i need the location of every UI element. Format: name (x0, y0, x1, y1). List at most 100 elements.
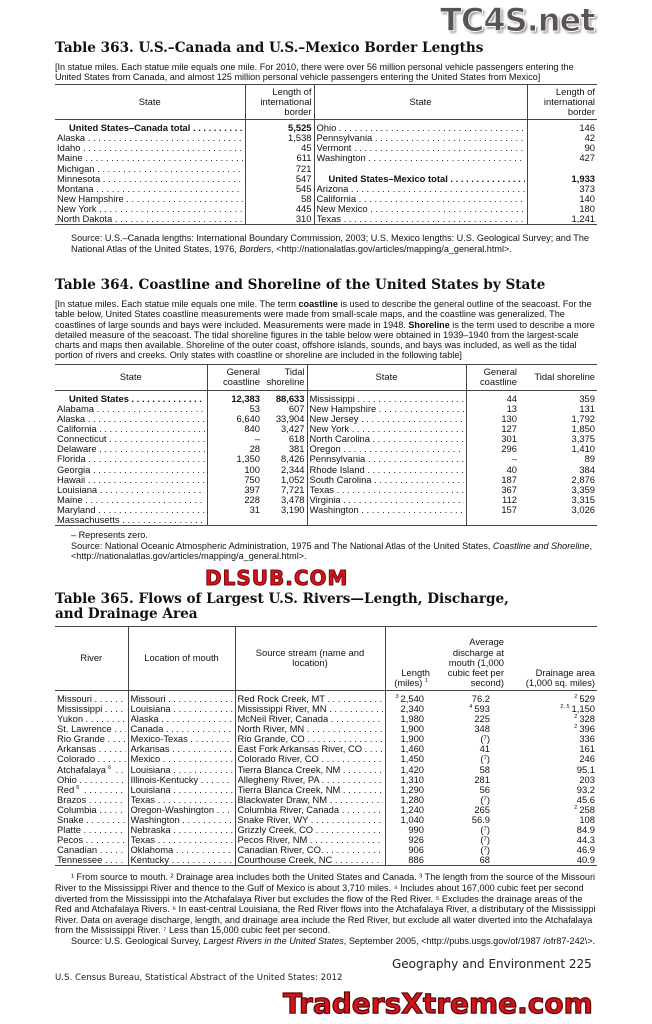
discharge-cell: 225 (432, 714, 506, 724)
length-cell-value: 1,450 (400, 753, 424, 765)
drainage-cell-value: 328 (579, 713, 595, 725)
footnote-ref: 3 (395, 693, 399, 700)
source-stream-cell-label: McNeil River, Canada (238, 714, 383, 724)
tidal-shoreline-cell: 3,026 (571, 503, 595, 515)
discharge-cell-value: (⁷) (480, 844, 490, 856)
length-cell-value: 1,290 (400, 783, 424, 795)
table-row: Ohio Illinois-Kentucky Allegheny River, PA… (55, 773, 597, 785)
table-row: Delaware28 381 Oregon296 1,410 (55, 444, 597, 455)
general-coastline-cell: 6,640 (206, 413, 262, 425)
border-length-cell: 140 (526, 193, 597, 204)
state-cell: New York (55, 204, 245, 214)
border-length-cell: 45 (244, 143, 314, 154)
state-cell-label: Mississippi (310, 394, 464, 404)
state-cell-label: South Carolina (310, 475, 464, 485)
discharge-cell-value: 593 (474, 702, 490, 714)
tidal-shoreline-cell: 359 (579, 392, 595, 404)
source-stream-cell: North River, MN (234, 724, 385, 735)
source-stream-cell-label: Tierra Blanca Creek, NM (238, 765, 383, 775)
state-cell: Hawaii (55, 475, 207, 485)
river-name: Arkansas (57, 744, 126, 754)
location-cell: Mexico (127, 754, 235, 765)
drainage-cell-value: 84.9 (576, 824, 595, 836)
state-cell: New Jersey (306, 414, 466, 425)
source-stream-cell-label: Colorado River, CO (238, 754, 383, 764)
footnote-ref: 6 (76, 784, 80, 791)
table-row: New Hampshire58California140 (55, 193, 597, 204)
state-cell-label: North Carolina (310, 434, 464, 444)
discharge-cell-value: (⁷) (480, 824, 490, 836)
location-cell: Missouri (127, 690, 235, 704)
discharge-cell: 4 593 (432, 702, 506, 714)
river-cell: Atchafalaya 6 (55, 765, 128, 775)
state-cell-label: Washington (317, 153, 525, 163)
state-cell-label: Washington (310, 505, 464, 515)
discharge-cell-value: 41 (479, 743, 490, 755)
location-cell-label: Nebraska (131, 825, 233, 835)
state-cell: Louisiana (55, 485, 207, 495)
location-cell-label: Arkansas (131, 744, 233, 754)
discharge-cell: 58 (432, 764, 506, 775)
drainage-cell-value: 336 (579, 733, 595, 745)
length-cell: 990 (384, 824, 432, 836)
discharge-cell-value: 56 (479, 783, 490, 795)
length-cell-value: 1,900 (400, 723, 424, 735)
general-coastline-cell (465, 515, 519, 527)
state-cell-label: Pennsylvania (310, 454, 464, 464)
general-coastline-cell: – (206, 434, 262, 445)
source-stream-cell: McNeil River, Canada (234, 714, 385, 725)
state-cell: Idaho (55, 143, 245, 153)
length-cell-value: 1,420 (400, 763, 424, 775)
state-cell-label: New Hampshire (57, 194, 243, 204)
table-row: Tennessee Kentucky Courthouse Creek, NC 886… (55, 855, 597, 867)
drainage-cell-value: 93.2 (576, 783, 595, 795)
discharge-cell-value: 281 (474, 773, 490, 785)
river-name: Platte (57, 825, 126, 835)
border-length-cell: 310 (244, 214, 314, 226)
col-header-length: Length (miles) 1 (384, 625, 432, 691)
table-row: Yukon Alaska McNeil River, Canada 1,980 225 2… (55, 713, 597, 725)
source-stream-cell: Allegheny River, PA (234, 774, 385, 785)
general-coastline-cell: 397 (206, 484, 262, 495)
drainage-cell: 44.3 (506, 835, 597, 845)
source-stream-cell-label: Tierra Blanca Creek, NM (238, 785, 383, 795)
location-cell: Canada (127, 724, 235, 735)
drainage-cell-value: 246 (579, 753, 595, 765)
table-364-source: Source: National Oceanic Atmospheric Adm… (71, 540, 593, 562)
length-cell: 1,900 (384, 723, 432, 735)
location-cell: Texas (127, 794, 235, 805)
length-cell-value: 926 (408, 834, 424, 846)
drainage-cell-value: 161 (579, 743, 595, 755)
state-cell-label: Maine (57, 153, 243, 163)
source-stream-cell-label: East Fork Arkansas River, CO (238, 744, 383, 754)
source-stream-cell-label: Canadian River, CO. (238, 845, 383, 855)
tidal-shoreline-cell: 2,344 (281, 463, 305, 475)
length-cell-value: 990 (408, 824, 424, 836)
length-cell: 886 (384, 855, 432, 867)
tidal-shoreline-cell: 2,876 (571, 473, 595, 485)
drainage-cell: 40.9 (506, 855, 597, 867)
general-coastline-cell: 130 (465, 413, 519, 425)
location-cell: Texas (127, 835, 235, 846)
source-stream-cell-label: Rio Grande, CO (238, 734, 383, 744)
table-row: Maryland31 3,190 Washington157 3,026 (55, 503, 597, 515)
state-cell-label: Oregon (310, 444, 464, 454)
tidal-shoreline-cell (519, 515, 597, 527)
location-cell-label: Louisiana (131, 704, 233, 714)
tidal-shoreline-cell: 3,427 (281, 423, 305, 435)
col-header-location: Location of mouth (127, 625, 235, 691)
river-cell: Missouri (55, 690, 128, 704)
drainage-cell: 108 (506, 814, 597, 825)
border-length-cell: 1,538 (244, 133, 314, 144)
state-cell: Florida (55, 454, 207, 464)
state-cell: United States–Mexico total (313, 173, 527, 184)
table-row: Georgia100 2,344 Rhode Island40 384 (55, 463, 597, 475)
tidal-shoreline-cell: 1,792 (571, 413, 595, 425)
discharge-cell: 56.9 (432, 814, 506, 825)
river-cell: Red 6 (55, 785, 128, 795)
state-cell: New Hampshire (306, 403, 466, 415)
tidal-shoreline-cell: 607 (288, 402, 305, 414)
river-name: St. Lawrence (57, 724, 126, 734)
source-stream-cell: Snake River, WY (234, 815, 385, 826)
border-length-cell: 611 (244, 153, 314, 164)
